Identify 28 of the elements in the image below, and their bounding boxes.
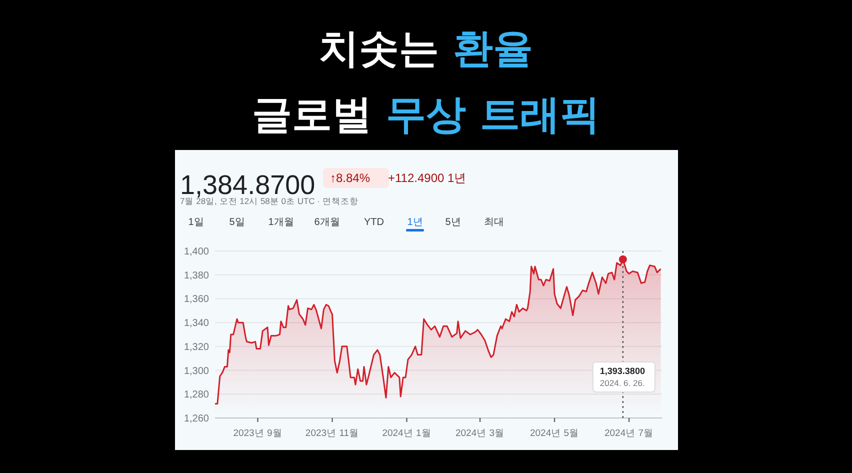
text: +112.4900 1년: [388, 171, 466, 185]
text: 5년: [445, 217, 461, 228]
text: 1년: [407, 217, 423, 228]
text: 1일: [188, 217, 204, 228]
text: 1개월: [268, 217, 294, 228]
x-tick-label: 2023년 9월: [233, 428, 282, 439]
chart-subtitle: 글로벌 무상 트래픽: [252, 92, 600, 138]
x-tick-label: 2024년 1월: [382, 428, 432, 439]
y-tick-label: 1,360: [184, 294, 210, 306]
x-tick-label: 2023년 11월: [305, 428, 360, 439]
text: 5일: [229, 217, 245, 228]
text: 최대: [484, 217, 504, 228]
text: ↑8.84%: [330, 171, 370, 185]
y-tick-label: 1,260: [184, 414, 210, 424]
x-tick-label: 2024년 5월: [530, 428, 580, 439]
x-tick-label: 2024년 7월: [604, 428, 654, 439]
chart-title: 치솟는 환율: [319, 26, 533, 72]
y-tick-label: 1,300: [184, 366, 210, 377]
annotation: 1,393.3800 2024. 6. 26.: [600, 366, 645, 388]
y-tick-label: 1,340: [184, 318, 210, 330]
y-tick-label: 1,320: [184, 342, 210, 353]
y-tick-label: 1,380: [184, 270, 210, 282]
y-tick-label: 1,280: [184, 390, 210, 401]
text: YTD: [364, 217, 384, 228]
y-tick-label: 1,400: [184, 246, 210, 258]
x-tick-label: 2024년 3월: [455, 428, 505, 439]
text: 6개월: [314, 217, 340, 228]
text: 7월 28일, 오전 12시 58분 0초 UTC · 면책조항: [180, 196, 358, 206]
